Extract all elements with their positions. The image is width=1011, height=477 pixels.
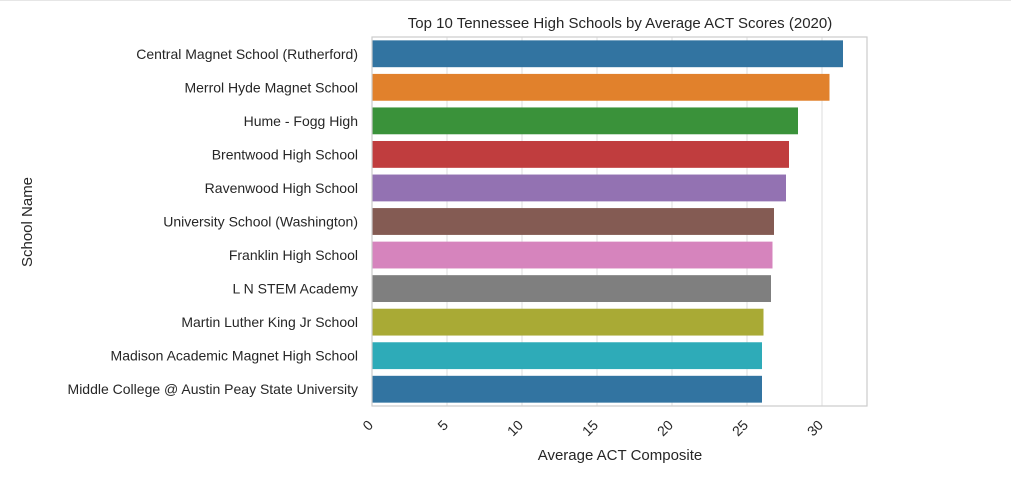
bar: [372, 375, 762, 403]
bar: [372, 308, 764, 336]
bar: [372, 174, 786, 202]
y-tick-label: Merrol Hyde Magnet School: [184, 79, 358, 95]
y-tick-label: Madison Academic Magnet High School: [111, 348, 358, 364]
x-tick-labels: 0 5 10 15 20 25 30: [359, 417, 826, 439]
plot-frame: [371, 36, 868, 407]
y-tick-label: L N STEM Academy: [232, 281, 358, 297]
bar: [372, 275, 771, 303]
bar: [372, 140, 789, 168]
top-divider: [0, 0, 1011, 1]
x-tick-label: 15: [579, 417, 601, 439]
y-tick-label: Brentwood High School: [212, 146, 358, 162]
bar: [372, 208, 774, 235]
y-axis-label: School Name: [19, 177, 36, 267]
x-tick-label: 30: [804, 417, 826, 439]
x-axis-label: Average ACT Composite: [538, 447, 703, 464]
bar: [372, 342, 762, 370]
y-tick-label: Franklin High School: [229, 247, 358, 263]
y-tick-label: Hume - Fogg High: [244, 113, 358, 129]
bar: [372, 40, 843, 68]
bar: [372, 241, 773, 269]
bars: [372, 40, 843, 403]
y-tick-label: University School (Washington): [163, 214, 358, 230]
chart-title: Top 10 Tennessee High Schools by Average…: [408, 15, 832, 32]
y-tick-labels: Central Magnet School (Rutherford) Merrol…: [68, 46, 358, 397]
bar: [372, 107, 798, 135]
x-tick-label: 20: [654, 417, 676, 439]
y-tick-label: Middle College @ Austin Peay State Unive…: [68, 381, 358, 397]
x-tick-label: 25: [729, 417, 751, 439]
x-tick-label: 5: [434, 417, 451, 434]
y-tick-label: Martin Luther King Jr School: [181, 314, 358, 330]
y-tick-label: Central Magnet School (Rutherford): [136, 46, 358, 62]
x-tick-label: 10: [504, 417, 526, 439]
bar: [372, 73, 830, 101]
x-tick-label: 0: [359, 417, 376, 434]
y-tick-label: Ravenwood High School: [205, 180, 358, 196]
